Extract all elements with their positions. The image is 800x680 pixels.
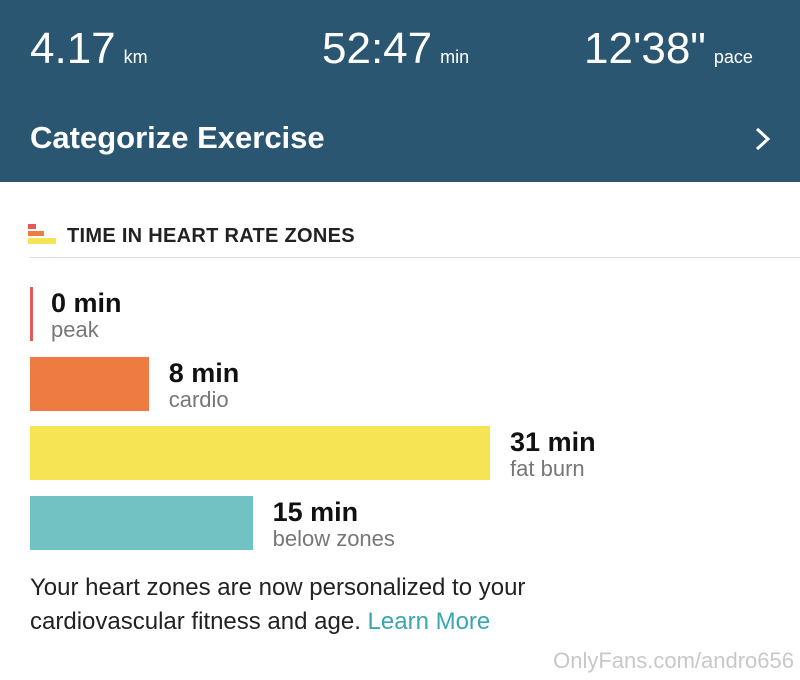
zone-minutes: 15 min [272,496,359,527]
zone-bar [30,495,253,550]
zone-name: cardio [168,386,229,412]
divider [30,257,800,258]
watermark: OnlyFans.com/andro656 [553,648,794,673]
note-line: cardiovascular fitness and age. Learn Mo… [30,608,490,636]
chevron[interactable] [752,126,774,152]
pace-stat: 12'38" pace [584,24,753,74]
zone-bar [30,426,491,480]
categorize-button[interactable]: Categorize Exercise [30,120,325,155]
stat-unit: pace [713,47,753,67]
note-line: Your heart zones are now personalized to… [30,574,526,601]
zone-minutes: 31 min [510,427,596,457]
stat-value: 4.17 [30,24,116,73]
zone-bar [30,356,149,411]
stat-value: 52:47 [322,24,433,73]
note-text: cardiovascular fitness and age. [30,608,361,635]
duration-stat: 52:47 min [322,24,469,74]
learn-more-link[interactable]: Learn More [367,608,491,635]
zone-name: below zones [272,525,395,551]
zone-name: peak [51,317,99,342]
stat-unit: km [123,47,148,67]
zones-icon [28,224,56,244]
distance-stat: 4.17 km [30,24,148,74]
zone-bar [30,287,33,341]
header: 4.17 km 52:47 min 12'38" pace Categorize Ex… [0,0,800,182]
zone-minutes: 8 min [168,357,240,388]
zone-minutes: 0 min [51,288,122,318]
zone-name: fat burn [510,456,585,481]
section-title: TIME IN HEART RATE ZONES [67,225,355,247]
stat-unit: min [440,47,470,67]
stat-value: 12'38" [584,24,706,73]
